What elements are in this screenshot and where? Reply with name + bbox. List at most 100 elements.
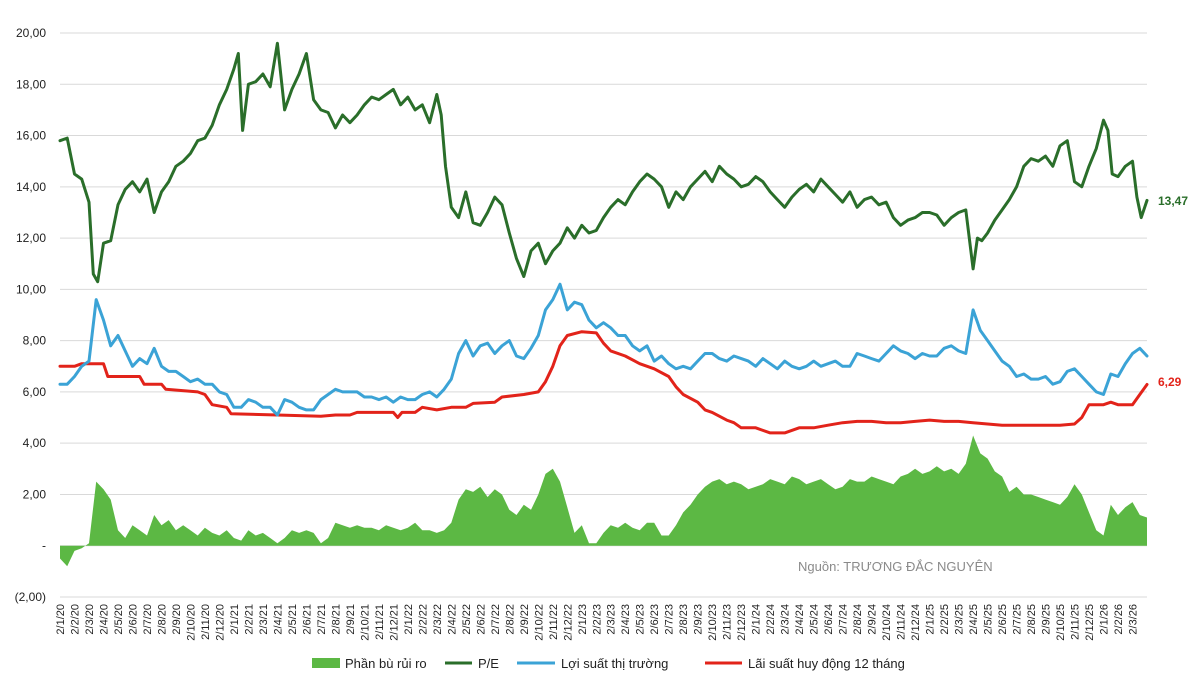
x-tick-label-68: 2/9/25 [1041, 604, 1053, 635]
x-tick-label-50: 2/3/24 [780, 604, 792, 635]
x-tick-label-41: 2/6/23 [649, 604, 661, 635]
x-tick-label-13: 2/2/21 [243, 604, 255, 635]
x-tick-label-25: 2/2/22 [417, 604, 429, 635]
x-tick-label-42: 2/7/23 [664, 604, 676, 635]
x-tick-label-38: 2/3/23 [606, 604, 618, 635]
y-tick-label-5: 8,00 [23, 334, 47, 348]
y-tick-label-0: (2,00) [15, 590, 46, 604]
y-tick-label-10: 18,00 [16, 77, 46, 91]
y-tick-label-9: 16,00 [16, 129, 46, 143]
x-tick-label-66: 2/7/25 [1012, 604, 1024, 635]
x-tick-label-23: 2/12/21 [388, 604, 400, 641]
x-tick-label-6: 2/7/20 [142, 604, 154, 635]
x-tick-label-58: 2/11/24 [896, 604, 908, 640]
x-tick-label-72: 2/1/26 [1099, 604, 1111, 635]
x-tick-label-20: 2/9/21 [345, 604, 357, 635]
x-tick-label-30: 2/7/22 [490, 604, 502, 635]
source-note: Nguồn: TRƯƠNG ĐẮC NGUYÊN [798, 559, 993, 574]
legend-label-pe: P/E [478, 656, 499, 671]
x-tick-label-22: 2/11/21 [374, 604, 386, 640]
legend-item-market[interactable]: Lợi suất thị trường [517, 656, 668, 671]
legend-item-pe[interactable]: P/E [445, 656, 499, 671]
x-tick-label-53: 2/6/24 [823, 604, 835, 635]
x-tick-label-17: 2/6/21 [301, 604, 313, 635]
x-tick-label-11: 2/12/20 [214, 604, 226, 641]
y-tick-label-3: 4,00 [23, 436, 47, 450]
x-tick-label-74: 2/3/26 [1128, 604, 1140, 635]
x-tick-label-45: 2/10/23 [707, 604, 719, 641]
x-tick-label-10: 2/11/20 [200, 604, 212, 640]
x-tick-label-40: 2/5/23 [635, 604, 647, 635]
y-tick-label-11: 20,00 [16, 26, 46, 40]
series-layer [58, 41, 1149, 567]
series-line-deposit [58, 330, 1149, 435]
x-tick-label-29: 2/6/22 [475, 604, 487, 635]
x-tick-label-36: 2/1/23 [577, 604, 589, 635]
x-tick-label-47: 2/12/23 [736, 604, 748, 641]
x-tick-label-62: 2/3/25 [954, 604, 966, 635]
x-tick-label-70: 2/11/25 [1070, 604, 1082, 640]
x-tick-label-46: 2/11/23 [722, 604, 734, 640]
x-tick-label-52: 2/5/24 [809, 604, 821, 635]
x-tick-label-34: 2/11/22 [548, 604, 560, 640]
deposit-end-label: 6,29 [1158, 375, 1182, 389]
x-tick-label-9: 2/10/20 [185, 604, 197, 641]
y-tick-label-6: 10,00 [16, 282, 46, 296]
x-tick-label-60: 2/1/25 [925, 604, 937, 635]
x-tick-label-37: 2/2/23 [591, 604, 603, 635]
y-tick-label-7: 12,00 [16, 231, 46, 245]
x-tick-label-39: 2/4/23 [620, 604, 632, 635]
x-tick-label-54: 2/7/24 [838, 604, 850, 635]
legend: Phần bù rủi ro P/E Lợi suất thị trường L… [312, 656, 905, 671]
legend-item-deposit[interactable]: Lãi suất huy động 12 tháng [705, 656, 905, 671]
x-tick-label-31: 2/8/22 [504, 604, 516, 635]
x-tick-label-55: 2/8/24 [852, 604, 864, 635]
legend-label-risk: Phần bù rủi ro [345, 656, 427, 671]
x-tick-label-64: 2/5/25 [983, 604, 995, 635]
x-tick-label-28: 2/5/22 [461, 604, 473, 635]
x-tick-label-2: 2/3/20 [84, 604, 96, 635]
x-tick-label-51: 2/4/24 [794, 604, 806, 635]
x-tick-label-16: 2/5/21 [287, 604, 299, 635]
x-tick-label-69: 2/10/25 [1055, 604, 1067, 641]
x-tick-label-49: 2/2/24 [765, 604, 777, 635]
x-tick-label-19: 2/8/21 [330, 604, 342, 635]
legend-swatch-risk [312, 658, 340, 668]
series-line-market [58, 282, 1149, 417]
x-tick-label-57: 2/10/24 [881, 604, 893, 641]
y-tick-label-1: - [42, 539, 46, 553]
x-tick-label-14: 2/3/21 [258, 604, 270, 635]
x-tick-label-71: 2/12/25 [1084, 604, 1096, 641]
legend-label-market: Lợi suất thị trường [561, 656, 668, 671]
x-tick-label-44: 2/9/23 [693, 604, 705, 635]
x-tick-label-24: 2/1/22 [403, 604, 415, 635]
x-tick-label-18: 2/7/21 [316, 604, 328, 635]
x-tick-label-43: 2/8/23 [678, 604, 690, 635]
x-tick-label-35: 2/12/22 [562, 604, 574, 641]
x-tick-label-7: 2/8/20 [157, 604, 169, 635]
series-area-risk [60, 435, 1147, 567]
y-tick-label-4: 6,00 [23, 385, 47, 399]
x-axis: 2/1/20 2/2/20 2/3/20 2/4/20 2/5/20 2/6/20 2/7/… [55, 604, 1140, 641]
x-tick-label-33: 2/10/22 [533, 604, 545, 641]
x-tick-label-48: 2/1/24 [751, 604, 763, 635]
x-tick-label-1: 2/2/20 [70, 604, 82, 635]
x-tick-label-67: 2/8/25 [1026, 604, 1038, 635]
x-tick-label-5: 2/6/20 [128, 604, 140, 635]
x-tick-label-15: 2/4/21 [272, 604, 284, 635]
y-tick-label-8: 14,00 [16, 180, 46, 194]
x-tick-label-73: 2/2/26 [1113, 604, 1125, 635]
y-tick-label-2: 2,00 [23, 487, 47, 501]
x-tick-label-12: 2/1/21 [229, 604, 241, 635]
x-tick-label-59: 2/12/24 [910, 604, 922, 641]
x-tick-label-65: 2/6/25 [997, 604, 1009, 635]
x-tick-label-27: 2/4/22 [446, 604, 458, 635]
y-axis: (2,00) - 2,00 4,00 6,00 8,00 10,00 12,00 14,00 16… [15, 26, 47, 604]
legend-item-risk[interactable]: Phần bù rủi ro [312, 656, 427, 671]
x-tick-label-32: 2/9/22 [519, 604, 531, 635]
x-tick-label-26: 2/3/22 [432, 604, 444, 635]
x-tick-label-63: 2/4/25 [968, 604, 980, 635]
x-tick-label-3: 2/4/20 [99, 604, 111, 635]
x-tick-label-4: 2/5/20 [113, 604, 125, 635]
